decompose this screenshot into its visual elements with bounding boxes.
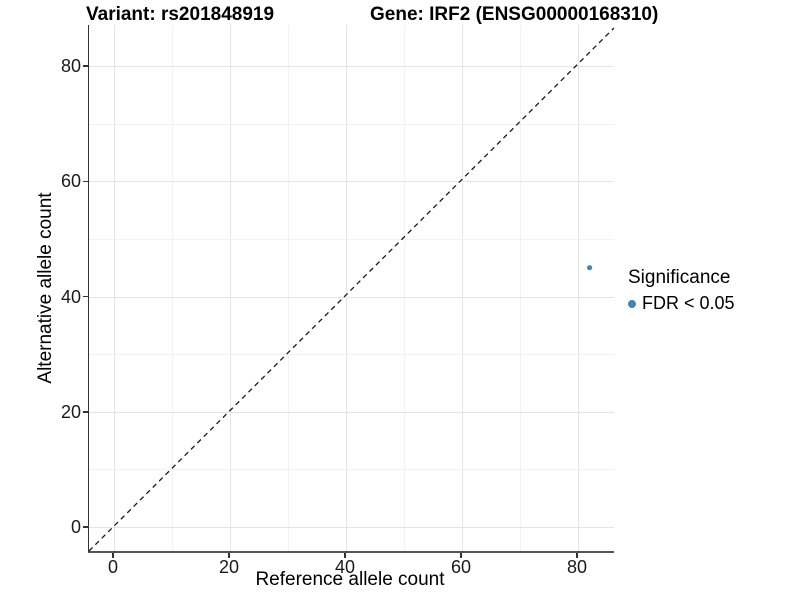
y-axis-title: Alternative allele count: [35, 192, 56, 384]
legend-item-label: FDR < 0.05: [642, 293, 735, 313]
x-tick-mark: [576, 553, 578, 558]
y-tick-label: 40: [60, 286, 81, 307]
gridline-y-major: [89, 411, 614, 413]
gridline-y-minor: [89, 123, 614, 125]
gridline-y-major: [89, 66, 614, 67]
x-tick-label: 40: [334, 557, 356, 577]
gridline-y-major: [89, 181, 614, 183]
gridline-x-major: [346, 25, 347, 551]
data-point: [587, 265, 593, 271]
plot-drawing-layer: [88, 27, 615, 552]
gridline-y-major: [89, 296, 614, 298]
gridline-y-major: [89, 527, 614, 528]
gridline-x-major: [578, 25, 579, 551]
y-tick-mark: [83, 180, 88, 182]
gridline-x-minor: [172, 25, 173, 551]
gridline-y-minor: [89, 238, 614, 240]
y-tick-mark: [83, 65, 88, 67]
legend-title: Significance: [628, 267, 731, 288]
x-axis-title: Reference allele count: [255, 569, 445, 590]
y-tick-label: 80: [60, 56, 81, 76]
x-tick-mark: [460, 553, 462, 558]
gridline-y-minor: [89, 469, 614, 471]
x-tick-mark: [344, 553, 346, 558]
x-tick-label: 0: [107, 557, 118, 577]
y-tick-mark: [83, 295, 88, 298]
y-tick-label: 20: [60, 401, 81, 422]
gridline-y-minor: [89, 354, 614, 356]
plot-title-gene: Gene: IRF2 (ENSG00000168310): [370, 4, 659, 25]
x-tick-label: 20: [218, 557, 240, 577]
y-tick-mark: [83, 526, 88, 528]
data-points-layer: [587, 265, 593, 271]
x-tick-label: 60: [450, 557, 472, 577]
x-tick-mark: [228, 553, 230, 558]
x-tick-mark: [112, 553, 114, 558]
legend-item: FDR < 0.05: [628, 293, 735, 314]
legend-point-icon: [628, 299, 636, 308]
legend: Significance FDR < 0.05: [628, 267, 735, 314]
plot-panel: [88, 25, 615, 553]
identity-dashed-line: [88, 27, 615, 552]
gridline-x-minor: [288, 25, 289, 551]
gridline-x-major: [230, 25, 231, 551]
gridline-x-major: [114, 25, 115, 551]
gridline-x-major: [462, 25, 463, 551]
gridline-x-minor: [520, 25, 521, 551]
y-tick-mark: [83, 411, 88, 413]
gridline-x-minor: [404, 25, 405, 551]
y-tick-label: 60: [60, 171, 81, 192]
y-tick-label: 0: [70, 517, 81, 537]
x-tick-label: 80: [566, 557, 588, 577]
plot-title-variant: Variant: rs201848919: [86, 4, 275, 25]
